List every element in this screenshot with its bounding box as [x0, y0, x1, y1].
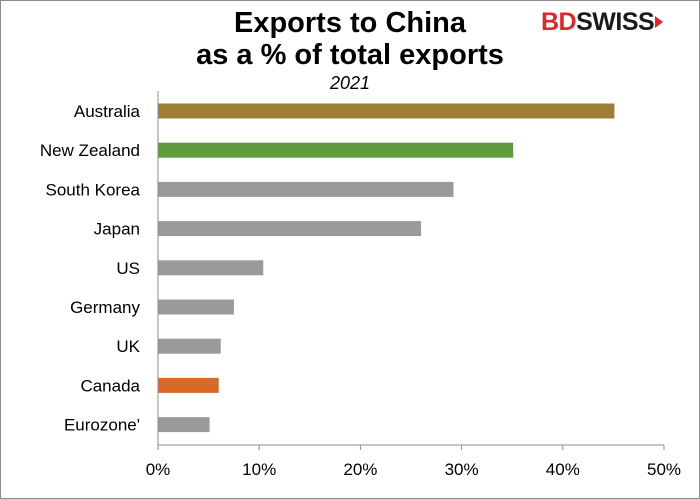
x-tick-label-30: 30%: [445, 460, 479, 479]
bars-group: [158, 103, 615, 433]
bar-canada: [158, 377, 219, 393]
chart-title-line-2: as a % of total exports: [196, 39, 504, 71]
x-tick-label-10: 10%: [242, 460, 276, 479]
x-tick-label-0: 0%: [146, 460, 171, 479]
bar-south-korea: [158, 181, 454, 197]
category-label-germany: Germany: [70, 298, 140, 317]
category-label-south-korea: South Korea: [45, 180, 140, 199]
bar-uk: [158, 338, 221, 354]
x-tick-label-20: 20%: [343, 460, 377, 479]
logo-text-swiss: SWISS: [576, 8, 655, 36]
chart-title-line-1: Exports to China: [233, 7, 466, 39]
category-label-australia: Australia: [74, 102, 141, 121]
category-label-canada: Canada: [80, 376, 140, 395]
category-label-eurozone: Eurozone': [64, 416, 140, 435]
bar-germany: [158, 299, 234, 315]
category-label-new-zealand: New Zealand: [40, 141, 140, 160]
logo-chevron-icon: [655, 16, 664, 28]
chart-subtitle: 2021: [329, 73, 371, 93]
category-label-japan: Japan: [94, 220, 140, 239]
category-labels-group: Australia New Zealand South Korea Japan US Ge…: [40, 102, 141, 435]
logo-text-bd: BD: [541, 8, 577, 36]
bar-us: [158, 260, 264, 276]
x-tick-label-40: 40%: [546, 460, 580, 479]
bar-new-zealand: [158, 142, 514, 158]
category-label-us: US: [116, 259, 140, 278]
bar-japan: [158, 221, 422, 237]
bar-australia: [158, 103, 615, 119]
x-tick-label-50: 50%: [647, 460, 681, 479]
bar-eurozone: [158, 417, 210, 433]
bdswiss-logo: BDSWISS: [541, 8, 664, 36]
x-axis: 0% 10% 20% 30% 40% 50%: [146, 91, 681, 479]
category-label-uk: UK: [116, 337, 140, 356]
